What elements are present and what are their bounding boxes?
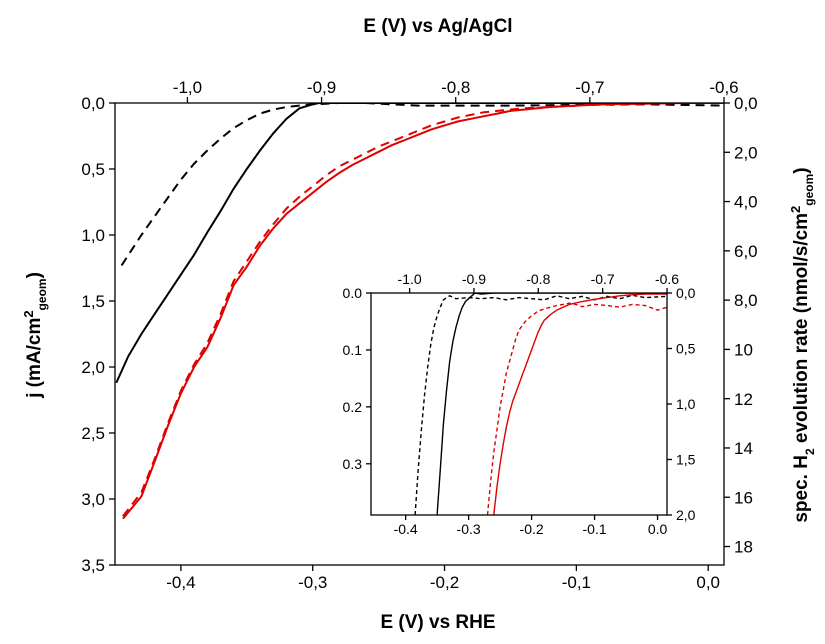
inset-top-tick-label: -1.0 [398, 271, 422, 287]
main-left-tick-label: 2,5 [81, 424, 105, 443]
inset-bottom-tick-label: 0.0 [648, 521, 668, 537]
main-right-tick-label: 2,0 [734, 143, 758, 162]
main-series-3-line [122, 103, 724, 520]
inset-right-tick-label: 1,0 [676, 396, 696, 412]
main-top-tick-label: -0,7 [575, 78, 604, 97]
inset-left-tick-label: 0.1 [343, 342, 363, 358]
right-y-axis-label-sub: 2 [803, 448, 817, 455]
main-left-tick-label: 3,5 [81, 556, 105, 575]
inset-bottom-tick-label: -0.3 [457, 521, 481, 537]
inset-plot: -0.4 -0.3 -0.2 -0.1 0.0-1.0 -0.9 -0.8 -0.7 -0.60… [343, 271, 696, 537]
main-left-tick-label: 0,0 [81, 94, 105, 113]
main-top-tick-label: -0,8 [441, 78, 470, 97]
main-bottom-tick-label: -0,3 [298, 573, 327, 592]
main-right-tick-label: 12 [734, 390, 753, 409]
main-bottom-tick-label: -0,1 [562, 573, 591, 592]
inset-top-tick-label: -0.8 [526, 271, 550, 287]
right-y-axis-label-sup: 2 [788, 206, 803, 213]
left-y-axis-label-sup: 2 [21, 310, 36, 317]
main-right-tick-label: 10 [734, 341, 753, 360]
main-right-tick-label: 14 [734, 439, 753, 458]
bottom-x-axis-label: E (V) vs RHE [380, 612, 495, 633]
left-y-axis-label-sub: geom [35, 278, 49, 310]
inset-right-tick-label: 0,0 [676, 285, 696, 301]
inset-series-2-line [414, 294, 667, 515]
main-right-tick-label: 18 [734, 538, 753, 557]
main-top-tick-label: -0,9 [307, 78, 336, 97]
main-bottom-tick-label: 0,0 [696, 573, 720, 592]
inset-top-tick-label: -0.6 [655, 271, 679, 287]
left-y-axis-label: j (mA/cm2geom) [21, 272, 49, 399]
main-right-tick-label: 4,0 [734, 193, 758, 212]
main-series-1-line [115, 103, 724, 384]
inset-right-tick-label: 1,5 [676, 452, 696, 468]
main-bottom-tick-label: -0,4 [166, 573, 195, 592]
main-series-4-line [122, 103, 724, 517]
inset-top-tick-label: -0.9 [462, 271, 486, 287]
main-top-tick-label: -1,0 [173, 78, 202, 97]
inset-series-3-line [493, 293, 667, 515]
inset-series-1-line [436, 293, 667, 515]
inset-left-tick-label: 0.2 [343, 399, 363, 415]
inset-bottom-tick-label: -0.4 [394, 521, 418, 537]
main-left-tick-label: 3,0 [81, 490, 105, 509]
main-right-tick-label: 8,0 [734, 291, 758, 310]
main-frame [114, 102, 725, 566]
main-bottom-tick-label: -0,2 [430, 573, 459, 592]
right-y-axis-label: spec. H2 evolution rate (nmol/s/cm2geom) [788, 167, 817, 522]
inset-bottom-tick-label: -0.2 [520, 521, 544, 537]
inset-left-tick-label: 0.0 [343, 285, 363, 301]
inset-right-tick-label: 2,0 [676, 507, 696, 523]
main-series-2-line [120, 103, 724, 266]
inset-top-tick-label: -0.7 [591, 271, 615, 287]
main-plot: -0,4 -0,3 -0,2 -0,1 0,0-1,0 -0,9 -0,8 -0,7 -0,60… [81, 78, 757, 592]
inset-series-4-line [486, 302, 667, 515]
main-right-tick-label: 16 [734, 488, 753, 507]
main-right-tick-label: 6,0 [734, 242, 758, 261]
main-right-tick-label: 0,0 [734, 94, 758, 113]
main-left-tick-label: 1,0 [81, 226, 105, 245]
inset-left-tick-label: 0.3 [343, 456, 363, 472]
inset-background [371, 293, 667, 515]
main-left-tick-label: 1,5 [81, 292, 105, 311]
main-left-tick-label: 0,5 [81, 160, 105, 179]
top-x-axis-label: E (V) vs Ag/AgCl [363, 16, 512, 37]
main-left-tick-label: 2,0 [81, 358, 105, 377]
main-top-tick-label: -0,6 [709, 78, 738, 97]
inset-bottom-tick-label: -0.1 [583, 521, 607, 537]
right-y-axis-label-sub2: geom [802, 174, 816, 206]
inset-right-tick-label: 0,5 [676, 341, 696, 357]
